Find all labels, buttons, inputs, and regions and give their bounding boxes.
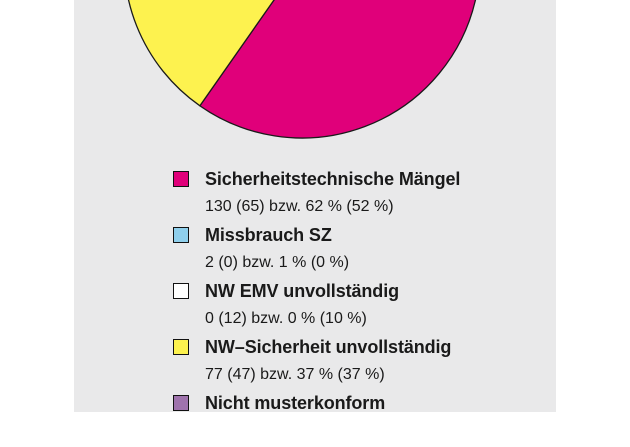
legend-label: NW EMV unvollständig bbox=[205, 279, 399, 303]
legend-value: 77 (47) bzw. 37 % (37 %) bbox=[205, 364, 385, 386]
legend-value: 2 (0) bzw. 1 % (0 %) bbox=[205, 252, 349, 274]
legend-label: NW–Sicherheit unvollständig bbox=[205, 335, 451, 359]
legend: Sicherheitstechnische Mängel 130 (65) bz… bbox=[172, 167, 552, 447]
legend-label: Missbrauch SZ bbox=[205, 223, 332, 247]
legend-label: Nicht musterkonform bbox=[205, 391, 385, 415]
legend-item-nw-sicherheit-unvollstaendig: NW–Sicherheit unvollständig 77 (47) bzw.… bbox=[172, 335, 552, 391]
legend-swatch bbox=[173, 171, 189, 187]
legend-item-missbrauch-sz: Missbrauch SZ 2 (0) bzw. 1 % (0 %) bbox=[172, 223, 552, 279]
legend-item-nicht-musterkonform: Nicht musterkonform bbox=[172, 391, 552, 447]
legend-swatch bbox=[173, 283, 189, 299]
legend-item-sicherheitstechnische-maengel: Sicherheitstechnische Mängel 130 (65) bz… bbox=[172, 167, 552, 223]
legend-swatch bbox=[173, 227, 189, 243]
legend-value: 0 (12) bzw. 0 % (10 %) bbox=[205, 308, 367, 330]
legend-value: 130 (65) bzw. 62 % (52 %) bbox=[205, 196, 394, 218]
legend-label: Sicherheitstechnische Mängel bbox=[205, 167, 460, 191]
legend-item-nw-emv-unvollstaendig: NW EMV unvollständig 0 (12) bzw. 0 % (10… bbox=[172, 279, 552, 335]
legend-swatch bbox=[173, 339, 189, 355]
legend-swatch bbox=[173, 395, 189, 411]
